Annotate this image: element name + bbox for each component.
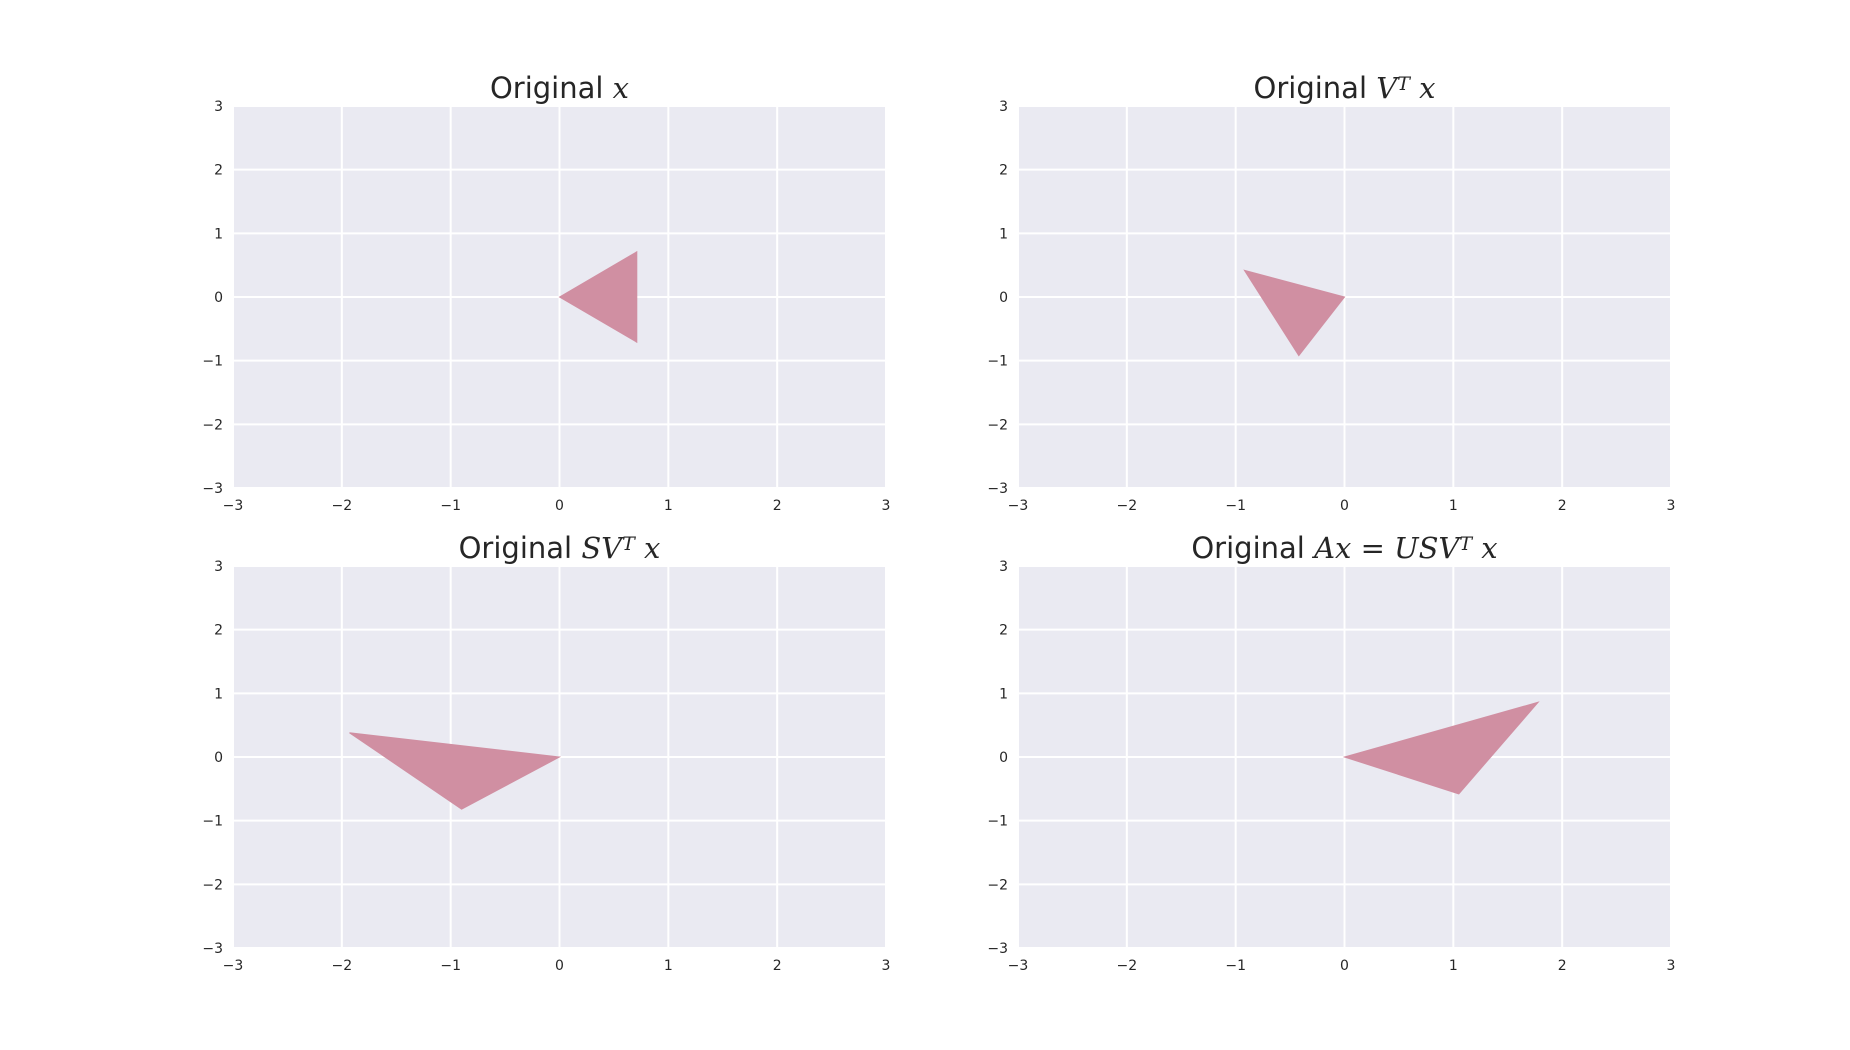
title-prefix: Original xyxy=(490,71,613,105)
x-tick-label: 2 xyxy=(1558,958,1567,974)
x-tick-label: −1 xyxy=(1225,498,1246,514)
subplot-title: Original SVT x xyxy=(459,531,661,565)
y-tick-label: 1 xyxy=(999,226,1008,242)
title-math-part: T xyxy=(1459,533,1473,555)
title-math-part: T xyxy=(1397,73,1411,95)
y-tick-label: 0 xyxy=(214,750,223,766)
x-tick-label: 1 xyxy=(664,958,673,974)
x-tick-label: 1 xyxy=(1449,958,1458,974)
y-tick-label: −1 xyxy=(987,814,1008,830)
y-tick-label: −3 xyxy=(202,941,223,957)
y-tick-label: 3 xyxy=(999,99,1008,115)
x-tick-label: −2 xyxy=(332,958,353,974)
y-tick-label: 2 xyxy=(999,623,1008,639)
x-tick-label: 0 xyxy=(555,498,564,514)
subplot-2: −3 −2 −1 0 1 2 3 3 2 1 0 −1 −2 −3 Original VT x xyxy=(987,71,1675,514)
y-tick-label: −2 xyxy=(987,417,1008,433)
subplot-title: Original VT x xyxy=(1254,71,1436,105)
x-tick-label: −3 xyxy=(1008,958,1029,974)
title-math-part: USV xyxy=(1394,531,1462,565)
x-tick-label: −1 xyxy=(1225,958,1246,974)
triangle-shape xyxy=(558,250,638,344)
x-tick-label: −1 xyxy=(440,498,461,514)
y-tick-label: 3 xyxy=(214,99,223,115)
title-prefix: Original xyxy=(1191,531,1314,565)
title-math-part: x xyxy=(613,71,629,105)
y-tick-label: −3 xyxy=(987,941,1008,957)
x-tick-label: −2 xyxy=(1117,958,1138,974)
x-tick-label: 1 xyxy=(664,498,673,514)
subplot-3: −3 −2 −1 0 1 2 3 3 2 1 0 −1 −2 −3 Original SVT x xyxy=(202,531,890,974)
title-math-part: x xyxy=(635,531,661,565)
x-tick-label: 3 xyxy=(882,498,891,514)
y-tick-label: −3 xyxy=(202,481,223,497)
triangle-shape xyxy=(1342,701,1540,795)
y-tick-label: 0 xyxy=(999,290,1008,306)
x-tick-label: −2 xyxy=(332,498,353,514)
y-tick-label: 2 xyxy=(999,163,1008,179)
x-tick-label: 2 xyxy=(773,498,782,514)
x-tick-label: −3 xyxy=(223,498,244,514)
y-tick-label: 3 xyxy=(999,559,1008,575)
triangle-shape xyxy=(349,732,562,810)
x-tick-label: 2 xyxy=(1558,498,1567,514)
title-math-part: Ax xyxy=(1311,531,1351,565)
x-tick-label: −2 xyxy=(1117,498,1138,514)
y-tick-label: −2 xyxy=(987,877,1008,893)
title-math-part: T xyxy=(622,533,636,555)
y-tick-label: 0 xyxy=(999,750,1008,766)
x-tick-label: −3 xyxy=(1008,498,1029,514)
y-tick-label: 2 xyxy=(214,163,223,179)
title-math-part: V xyxy=(1376,71,1400,105)
title-math-part: x xyxy=(1410,71,1436,105)
y-tick-label: −3 xyxy=(987,481,1008,497)
triangle-shape xyxy=(1243,269,1346,357)
x-tick-label: 3 xyxy=(1667,498,1676,514)
subplot-1: −3 −2 −1 0 1 2 3 3 2 1 0 −1 −2 −3 Original x xyxy=(202,71,890,514)
y-tick-label: 2 xyxy=(214,623,223,639)
y-tick-label: −2 xyxy=(202,417,223,433)
x-tick-label: 0 xyxy=(1340,498,1349,514)
title-math-part: = xyxy=(1351,531,1394,565)
y-tick-label: −1 xyxy=(202,354,223,370)
y-tick-label: −2 xyxy=(202,877,223,893)
y-tick-label: −1 xyxy=(987,354,1008,370)
subplot-4: −3 −2 −1 0 1 2 3 3 2 1 0 −1 −2 −3 Original Ax = USVT x xyxy=(987,531,1675,974)
title-math-part: SV xyxy=(581,531,625,565)
y-tick-label: −1 xyxy=(202,814,223,830)
x-tick-label: 0 xyxy=(555,958,564,974)
title-prefix: Original xyxy=(459,531,582,565)
subplot-title: Original x xyxy=(490,71,629,105)
title-prefix: Original xyxy=(1254,71,1377,105)
x-tick-label: 0 xyxy=(1340,958,1349,974)
y-tick-label: 1 xyxy=(214,226,223,242)
y-tick-label: 3 xyxy=(214,559,223,575)
y-tick-label: 1 xyxy=(999,686,1008,702)
y-tick-label: 1 xyxy=(214,686,223,702)
subplot-title: Original Ax = USVT x xyxy=(1191,531,1497,565)
y-tick-label: 0 xyxy=(214,290,223,306)
x-tick-label: 3 xyxy=(1667,958,1676,974)
title-math-part: x xyxy=(1472,531,1498,565)
x-tick-label: 3 xyxy=(882,958,891,974)
x-tick-label: −3 xyxy=(223,958,244,974)
x-tick-label: −1 xyxy=(440,958,461,974)
x-tick-label: 2 xyxy=(773,958,782,974)
x-tick-label: 1 xyxy=(1449,498,1458,514)
